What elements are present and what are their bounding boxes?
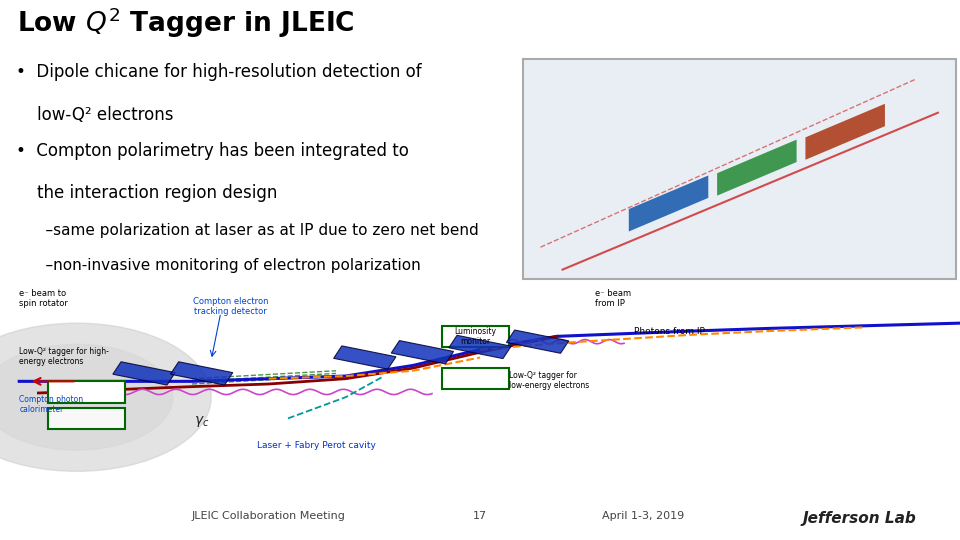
Polygon shape [717,140,797,195]
Polygon shape [392,341,453,364]
Polygon shape [805,104,885,160]
Polygon shape [334,346,396,369]
Circle shape [0,345,173,450]
Text: Laser + Fabry Perot cavity: Laser + Fabry Perot cavity [257,441,376,450]
Text: Compton electron
tracking detector: Compton electron tracking detector [193,296,268,316]
Text: Jefferson Lab: Jefferson Lab [803,511,916,526]
Bar [442,326,509,347]
Text: Photons from IP: Photons from IP [634,327,705,335]
Bar [442,368,509,389]
Text: April 1-3, 2019: April 1-3, 2019 [602,511,684,521]
Polygon shape [629,176,708,232]
Text: Low-Q² tagger for
low-energy electrons: Low-Q² tagger for low-energy electrons [509,371,589,390]
Text: Low-Q² tagger for high-
energy electrons: Low-Q² tagger for high- energy electrons [19,347,109,366]
Text: Low $Q^2$ Tagger in JLEIC: Low $Q^2$ Tagger in JLEIC [17,6,355,40]
Text: the interaction region design: the interaction region design [15,185,276,202]
Polygon shape [507,330,568,353]
Text: •  Compton polarimetry has been integrated to: • Compton polarimetry has been integrate… [15,142,408,160]
Bar [48,408,125,429]
Text: Luminosity
monitor: Luminosity monitor [454,327,496,346]
Text: $\gamma_c$: $\gamma_c$ [194,414,209,429]
Polygon shape [171,362,232,385]
Text: low-Q² electrons: low-Q² electrons [15,106,173,124]
Polygon shape [113,362,175,385]
Text: JLEIC Collaboration Meeting: JLEIC Collaboration Meeting [192,511,346,521]
Bar [48,381,125,402]
Text: –non-invasive monitoring of electron polarization: –non-invasive monitoring of electron pol… [26,258,420,273]
Polygon shape [449,335,511,359]
Text: e⁻ beam
from IP: e⁻ beam from IP [595,289,632,308]
Text: –same polarization at laser as at IP due to zero net bend: –same polarization at laser as at IP due… [26,222,479,238]
Text: •  Dipole chicane for high-resolution detection of: • Dipole chicane for high-resolution det… [15,63,421,82]
Text: Compton photon
calorimeter: Compton photon calorimeter [19,395,84,414]
Circle shape [0,323,211,471]
Text: 17: 17 [473,511,487,521]
Text: e⁻ beam to
spin rotator: e⁻ beam to spin rotator [19,289,68,308]
